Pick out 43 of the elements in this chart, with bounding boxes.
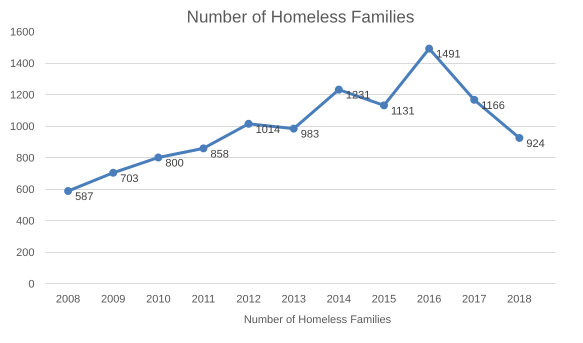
y-tick-label: 1200 [10, 90, 35, 102]
x-tick-label: 2017 [462, 294, 487, 306]
chart-title: Number of Homeless Families [186, 8, 414, 26]
x-tick-label: 2016 [416, 294, 442, 306]
x-tick-label: 2018 [507, 294, 532, 306]
x-tick-label: 2011 [192, 294, 216, 306]
point [470, 96, 478, 104]
point [290, 124, 298, 133]
y-tick-label: 0 [28, 278, 35, 290]
data-label: 1491 [436, 48, 461, 61]
point [199, 144, 208, 152]
y-tick-label: 800 [16, 152, 35, 164]
y-tick-label: 400 [16, 216, 35, 228]
y-tick-label: 1600 [10, 26, 35, 38]
data-label: 1014 [256, 124, 280, 136]
x-tick-label: 2015 [372, 294, 396, 306]
x-tick-label: 2008 [56, 294, 80, 306]
data-label: 703 [120, 172, 139, 185]
point [244, 120, 253, 128]
data-label: 924 [526, 138, 545, 150]
x-tick-label: 2009 [100, 294, 126, 306]
point [515, 134, 524, 142]
x-tick-label: 2013 [281, 294, 306, 306]
y-tick-label: 1400 [10, 58, 35, 70]
y-tick-label: 1000 [10, 121, 35, 133]
text: Number of Homeless Families [244, 314, 392, 326]
y-tick-label: 200 [16, 247, 35, 259]
y-tick-label: 600 [16, 184, 35, 196]
data-label: 1131 [390, 105, 415, 118]
point [154, 154, 162, 162]
point [64, 187, 72, 196]
point [380, 101, 388, 110]
x-tick-label: 2010 [146, 294, 171, 306]
data-label: 587 [75, 191, 94, 204]
data-label: 983 [300, 128, 320, 141]
x-tick-label: 2012 [236, 294, 261, 306]
data-label: 800 [165, 158, 184, 170]
x-tick-label: 2014 [326, 294, 352, 306]
point [425, 44, 434, 53]
data-label: 1166 [481, 100, 505, 112]
point [109, 168, 118, 177]
point [334, 86, 343, 94]
data-label: 858 [210, 148, 229, 160]
